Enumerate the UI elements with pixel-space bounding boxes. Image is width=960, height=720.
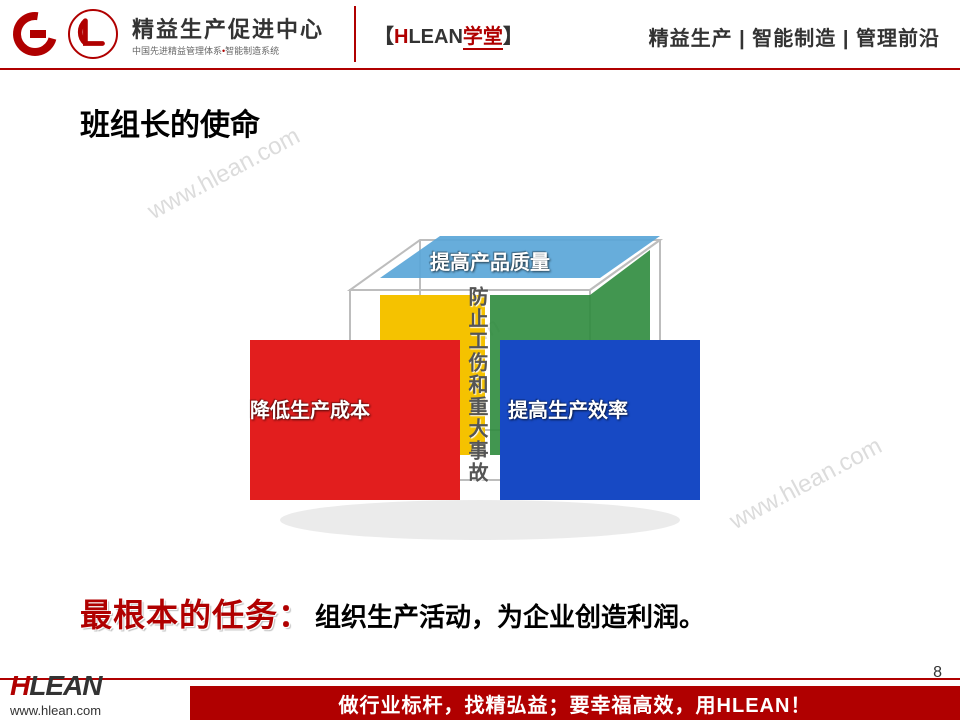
panel-label-top: 提高产品质量 (430, 246, 550, 275)
footer-bar: 做行业标杆，找精弘益；要幸福高效，用HLEAN！ (190, 686, 960, 720)
logo-subtitle: 中国先进精益管理体系•智能制造系统 (132, 44, 324, 57)
panel-label-center: 防止工伤和重大事故 (464, 286, 488, 484)
footer-divider (0, 678, 960, 680)
footer-slogan: 做行业标杆，找精弘益；要幸福高效，用HLEAN！ (339, 689, 812, 718)
slide-title: 班组长的使命 (80, 100, 260, 144)
logo-cl-icon (68, 9, 118, 59)
header-tagline: 精益生产 | 智能制造 | 管理前沿 (649, 22, 940, 51)
panel-label-right: 提高生产效率 (508, 394, 628, 423)
page-number: 8 (933, 664, 942, 682)
mission-statement: 最根本的任务： 组织生产活动，为企业创造利润。 (80, 590, 705, 636)
logo-c-icon (10, 12, 60, 56)
footer: 8 HLEAN www.hlean.com 做行业标杆，找精弘益；要幸福高效，用… (0, 660, 960, 720)
footer-url: www.hlean.com (10, 703, 101, 718)
watermark: www.hlean.com (725, 432, 887, 536)
header-brand: 【HLEAN学堂】 (374, 20, 523, 49)
header: 精益生产促进中心 中国先进精益管理体系•智能制造系统 【HLEAN学堂】 精益生… (0, 0, 960, 70)
logo-title: 精益生产促进中心 (132, 12, 324, 44)
mission-label: 最根本的任务： (80, 590, 311, 636)
footer-logo: HLEAN (10, 670, 101, 702)
logo-area: 精益生产促进中心 中国先进精益管理体系•智能制造系统 (10, 9, 324, 59)
slide-body: 班组长的使命 www.hlean.com www.hlean.com www.h… (0, 70, 960, 660)
header-divider (354, 6, 356, 62)
panel-label-left: 降低生产成本 (250, 394, 370, 423)
mission-desc: 组织生产活动，为企业创造利润。 (315, 597, 705, 634)
logo-text: 精益生产促进中心 中国先进精益管理体系•智能制造系统 (132, 12, 324, 57)
